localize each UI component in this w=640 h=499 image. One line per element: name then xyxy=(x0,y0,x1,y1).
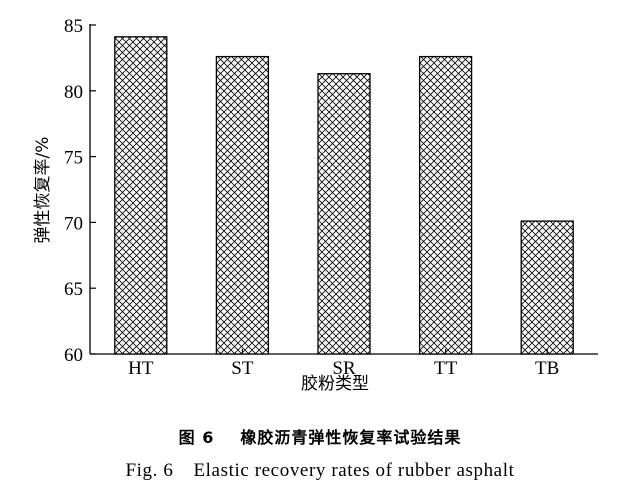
x-tick-label: SR xyxy=(332,358,356,379)
bar-ht xyxy=(114,36,168,355)
figure-caption-cn: 图 6 橡胶沥青弹性恢复率试验结果 xyxy=(0,424,640,448)
y-tick-label: 85 xyxy=(64,16,83,37)
y-tick-label: 70 xyxy=(64,213,83,234)
x-tick-label: ST xyxy=(231,358,254,379)
x-tick-label: TT xyxy=(434,358,458,379)
bar-chart: 60 65 70 75 80 85 HT ST SR TT TB 弹性恢复率/% 胶粉类型 xyxy=(33,16,598,394)
ticks: 60 65 70 75 80 85 HT ST SR TT TB xyxy=(64,16,559,379)
y-tick-label: 75 xyxy=(64,148,83,169)
bar-st xyxy=(215,55,270,355)
x-tick-label: TB xyxy=(535,358,559,379)
bar-sr xyxy=(317,73,371,355)
y-axis-label: 弹性恢复率/% xyxy=(33,137,53,244)
figure-caption-en: Fig. 6 Elastic recovery rates of rubber a… xyxy=(0,460,640,482)
caption-cn-text: 橡胶沥青弹性恢复率试验结果 xyxy=(240,428,462,447)
x-tick-label: HT xyxy=(128,358,154,379)
bar-tt xyxy=(418,55,473,355)
caption-cn-label: 图 6 xyxy=(178,428,215,447)
bars xyxy=(114,36,574,355)
y-tick-label: 65 xyxy=(64,279,83,300)
y-tick-label: 80 xyxy=(64,82,83,103)
caption-en-text: Elastic recovery rates of rubber asphalt xyxy=(193,460,515,481)
caption-en-label: Fig. 6 xyxy=(125,460,174,481)
x-axis-label: 胶粉类型 xyxy=(301,374,369,394)
bar-tb xyxy=(520,220,574,355)
y-tick-label: 60 xyxy=(64,345,83,366)
